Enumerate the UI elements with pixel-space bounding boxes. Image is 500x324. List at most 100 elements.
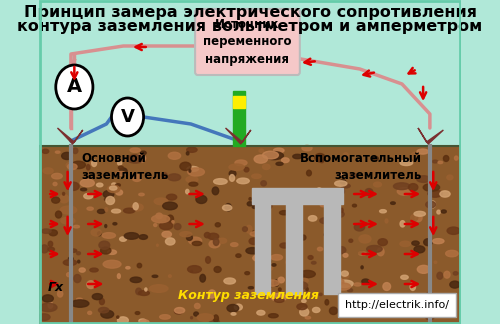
Ellipse shape — [214, 267, 221, 272]
Ellipse shape — [189, 182, 198, 186]
Polygon shape — [58, 128, 83, 144]
Ellipse shape — [447, 175, 453, 180]
Ellipse shape — [188, 266, 202, 273]
Ellipse shape — [318, 194, 328, 201]
Ellipse shape — [354, 223, 364, 231]
Ellipse shape — [248, 287, 254, 289]
Ellipse shape — [412, 241, 419, 245]
Ellipse shape — [166, 238, 175, 245]
Ellipse shape — [108, 185, 120, 192]
Ellipse shape — [329, 278, 344, 285]
Ellipse shape — [229, 164, 244, 170]
Ellipse shape — [194, 303, 200, 308]
Ellipse shape — [337, 247, 346, 254]
Ellipse shape — [389, 301, 400, 305]
Ellipse shape — [289, 237, 300, 244]
Ellipse shape — [160, 315, 170, 319]
Ellipse shape — [58, 291, 63, 297]
Ellipse shape — [116, 316, 119, 318]
Ellipse shape — [390, 296, 397, 303]
Ellipse shape — [278, 288, 281, 291]
Ellipse shape — [252, 231, 254, 234]
Ellipse shape — [308, 215, 317, 221]
Ellipse shape — [160, 222, 172, 230]
Ellipse shape — [130, 148, 140, 152]
Ellipse shape — [144, 288, 147, 291]
Ellipse shape — [264, 280, 279, 286]
Bar — [233, 96, 245, 108]
Ellipse shape — [68, 164, 77, 169]
Ellipse shape — [342, 271, 348, 276]
Ellipse shape — [450, 281, 460, 288]
Ellipse shape — [344, 153, 348, 157]
Ellipse shape — [320, 217, 333, 224]
Ellipse shape — [52, 197, 60, 203]
Ellipse shape — [180, 162, 191, 170]
Ellipse shape — [214, 238, 219, 246]
Ellipse shape — [366, 246, 382, 252]
Ellipse shape — [369, 310, 377, 316]
Ellipse shape — [112, 209, 120, 213]
Ellipse shape — [274, 148, 284, 153]
Ellipse shape — [139, 193, 144, 196]
Ellipse shape — [352, 204, 356, 207]
Ellipse shape — [340, 188, 344, 194]
Ellipse shape — [388, 303, 392, 307]
Ellipse shape — [209, 240, 220, 248]
Ellipse shape — [72, 148, 78, 154]
Ellipse shape — [400, 160, 412, 166]
Ellipse shape — [348, 289, 352, 292]
Ellipse shape — [218, 238, 226, 243]
Ellipse shape — [347, 310, 352, 314]
Ellipse shape — [394, 183, 410, 190]
Ellipse shape — [208, 233, 218, 240]
Ellipse shape — [315, 154, 325, 162]
Ellipse shape — [362, 279, 370, 284]
Ellipse shape — [124, 208, 135, 213]
Ellipse shape — [260, 264, 270, 270]
Ellipse shape — [380, 296, 385, 304]
Polygon shape — [418, 128, 444, 144]
Ellipse shape — [56, 151, 60, 153]
Ellipse shape — [61, 217, 75, 224]
Ellipse shape — [415, 214, 422, 222]
Ellipse shape — [154, 198, 168, 205]
Ellipse shape — [302, 145, 312, 151]
Ellipse shape — [137, 263, 141, 268]
Ellipse shape — [330, 191, 337, 195]
Ellipse shape — [290, 259, 298, 263]
Ellipse shape — [316, 188, 322, 195]
Ellipse shape — [236, 254, 241, 257]
Ellipse shape — [230, 175, 234, 181]
Ellipse shape — [438, 161, 442, 164]
Ellipse shape — [244, 168, 249, 172]
Ellipse shape — [225, 203, 232, 211]
Ellipse shape — [306, 170, 312, 176]
Ellipse shape — [302, 300, 306, 303]
Ellipse shape — [444, 156, 449, 161]
Ellipse shape — [215, 223, 220, 227]
Ellipse shape — [186, 177, 198, 182]
Ellipse shape — [331, 280, 334, 282]
Ellipse shape — [118, 166, 124, 169]
Ellipse shape — [305, 317, 310, 319]
Ellipse shape — [362, 295, 370, 303]
Ellipse shape — [306, 287, 308, 291]
Ellipse shape — [385, 219, 388, 223]
Ellipse shape — [280, 211, 289, 215]
Ellipse shape — [432, 160, 438, 163]
Ellipse shape — [156, 213, 162, 219]
Ellipse shape — [359, 252, 366, 255]
Ellipse shape — [390, 202, 396, 204]
Ellipse shape — [320, 293, 322, 295]
Ellipse shape — [336, 280, 353, 287]
Ellipse shape — [52, 173, 62, 179]
Ellipse shape — [214, 315, 218, 322]
Ellipse shape — [104, 198, 108, 200]
Ellipse shape — [112, 183, 116, 186]
Ellipse shape — [53, 182, 57, 186]
Circle shape — [56, 65, 93, 109]
Ellipse shape — [426, 201, 436, 208]
Ellipse shape — [167, 215, 173, 223]
Ellipse shape — [411, 152, 418, 159]
